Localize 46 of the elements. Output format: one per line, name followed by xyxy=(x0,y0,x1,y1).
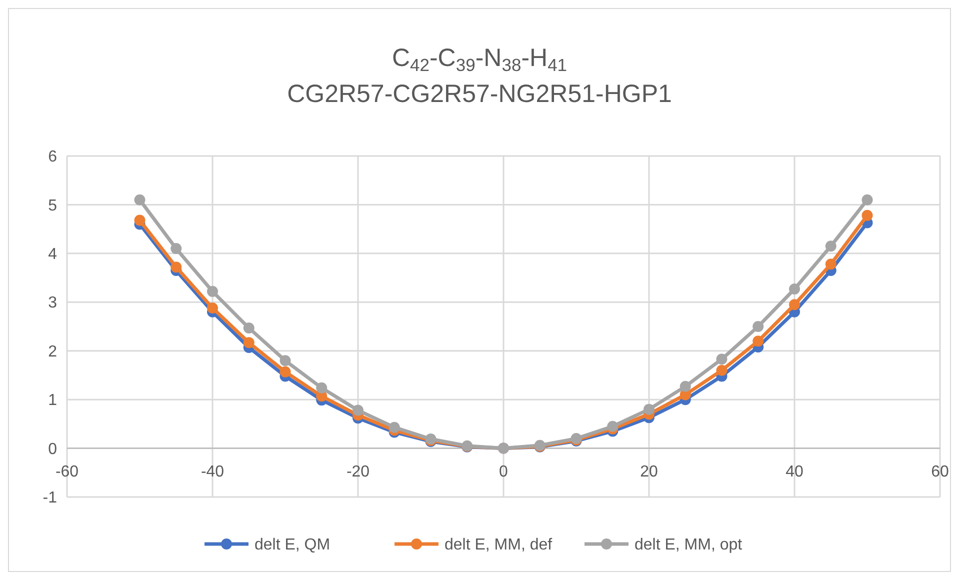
point xyxy=(752,336,764,347)
point xyxy=(170,262,182,273)
y-tick-label: 1 xyxy=(48,392,58,410)
point xyxy=(716,364,728,376)
point xyxy=(607,420,618,432)
point xyxy=(243,337,254,348)
y-tick-label: 3 xyxy=(48,294,58,312)
point xyxy=(134,214,146,226)
point xyxy=(862,194,873,206)
chart-subtitle: CG2R57-CG2R57-NG2R51-HGP1 xyxy=(287,80,672,108)
point xyxy=(644,404,654,415)
y-tick-label: -1 xyxy=(42,490,58,507)
x-tick-label: -60 xyxy=(55,463,79,480)
y-tick-label: 2 xyxy=(48,343,58,360)
y-tick-label: 4 xyxy=(48,246,58,264)
x-tick-label: -20 xyxy=(346,463,370,480)
point xyxy=(825,258,836,270)
point xyxy=(716,354,728,365)
legend-label: delt E, QM xyxy=(254,536,330,554)
point xyxy=(280,366,291,378)
x-tick-label: 40 xyxy=(786,463,804,480)
y-tick-label: 5 xyxy=(48,197,58,214)
point xyxy=(789,299,800,310)
point xyxy=(280,355,291,366)
y-tick-label: 6 xyxy=(48,148,58,166)
point xyxy=(680,380,691,392)
x-tick-label: 0 xyxy=(499,463,508,480)
point xyxy=(825,240,836,252)
point xyxy=(752,321,764,332)
point xyxy=(243,322,254,334)
point xyxy=(388,422,400,433)
legend-label: delt E, MM, opt xyxy=(634,536,743,554)
point xyxy=(316,382,328,394)
point xyxy=(862,210,873,221)
y-tick-label: 0 xyxy=(48,440,58,458)
point xyxy=(134,194,146,206)
point xyxy=(170,243,182,254)
point xyxy=(207,302,218,314)
chart-title: C$_{42}$-C$_{39}$-N$_{38}$-H$_{41}$ xyxy=(392,44,568,74)
legend-label: delt E, MM, def xyxy=(444,536,553,554)
point xyxy=(207,286,218,297)
x-tick-label: -40 xyxy=(200,463,224,480)
x-tick-label: 20 xyxy=(640,463,658,480)
point xyxy=(789,283,800,294)
point xyxy=(352,404,364,416)
x-tick-label: 60 xyxy=(931,463,949,480)
